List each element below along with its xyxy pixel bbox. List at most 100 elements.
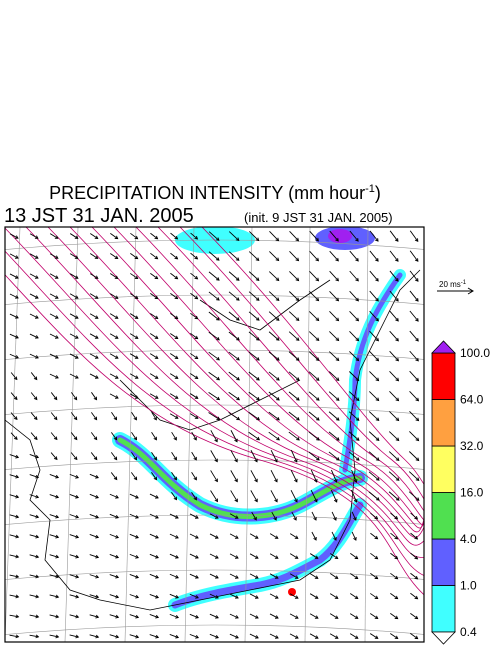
wind-arrow-head [375,357,380,362]
wind-arrow-head [93,396,98,401]
wind-arrow-head [35,335,39,339]
wind-arrow-head [94,295,99,299]
wind-arrow-head [154,355,159,359]
isobar [157,227,424,512]
wind-arrow [249,613,259,619]
wind-arrow-head [54,255,59,259]
wind-arrow [331,531,337,541]
wind-arrow [289,553,299,559]
wind-arrow [309,593,319,599]
wind-arrow [289,573,299,579]
wind-arrow-head [336,457,340,461]
wind-arrow-head [75,554,80,559]
wind-arrow-head [234,535,239,539]
wind-arrow-head [255,337,260,341]
wind-arrow [270,470,278,482]
wind-arrow-head [334,555,339,560]
wind-arrow [69,634,79,638]
wind-arrow [9,293,19,299]
wind-arrow [269,231,279,241]
wind-arrow [190,232,198,240]
wind-arrow [249,533,259,539]
colorbar-label: 1.0 [460,579,477,593]
wind-arrow [351,511,357,521]
wind-arrow [109,493,119,499]
wind-arrow-head [74,315,79,319]
wind-arrow-head [115,554,120,559]
wind-arrow-head [353,498,358,503]
wind-arrow [89,534,99,538]
wind-arrow-head [414,258,419,262]
wind-arrow-head [355,317,360,322]
wind-arrow-head [234,438,238,443]
wind-arrow-head [315,317,320,322]
wind-arrow [209,633,219,639]
wind-arrow-head [253,516,257,521]
wind-arrow-head [55,614,60,619]
wind-arrow [169,533,179,539]
wind-arrow-head [93,456,98,461]
wind-arrow [410,612,418,620]
wind-arrow [189,393,199,399]
colorbar-band [431,445,456,493]
wind-arrow [348,431,360,441]
wind-arrow-head [215,595,219,599]
wind-arrow [210,450,218,462]
wind-arrow [329,613,339,619]
wind-arrow-head [94,375,99,379]
wind-arrow-head [194,515,199,519]
wind-arrow-head [276,416,280,421]
wind-arrow-head [375,337,380,342]
wind-arrow [328,371,340,381]
wind-arrow [29,474,39,478]
wind-arrow [248,431,260,441]
wind-arrow [329,311,339,321]
wind-arrow [268,291,280,301]
wind-arrow-head [95,594,100,599]
wind-arrow-head [255,615,259,619]
wind-arrow [131,452,137,460]
wind-arrow [228,251,240,261]
wind-arrow [289,291,299,301]
wind-arrow-head [334,635,339,639]
wind-arrow-head [154,335,159,339]
wind-arrow [69,273,79,279]
wind-arrow-head [215,575,219,579]
wind-arrow-head [35,494,40,499]
grid-line [425,227,426,642]
wind-arrow-head [375,297,379,302]
wind-arrow-head [93,436,98,441]
wind-arrow [109,614,119,618]
wind-arrow-head [235,257,240,261]
wind-arrow [390,592,398,600]
wind-arrow [268,271,280,281]
wind-arrow-head [316,437,320,441]
wind-arrow-head [94,315,99,319]
wind-arrow-head [193,476,197,481]
wind-arrow [288,311,300,321]
wind-arrow-head [274,555,279,559]
wind-arrow [349,270,359,282]
wind-arrow-head [296,417,300,421]
wind-arrow [9,534,19,538]
wind-arrow-head [174,415,179,419]
wind-arrow [89,594,99,598]
wind-arrow [109,634,119,638]
wind-arrow-head [335,377,340,381]
wind-arrow [151,431,157,441]
wind-arrow [149,493,159,499]
wind-arrow-head [95,614,100,619]
wind-arrow-head [173,496,178,501]
wind-arrow [9,554,19,558]
wind-arrow-head [395,457,400,461]
wind-arrow-head [194,355,199,360]
wind-arrow-head [254,498,258,503]
wind-arrow-head [55,634,60,639]
wind-arrow [49,293,59,299]
wind-arrow-head [234,478,238,483]
wind-arrow-head [294,458,298,463]
wind-scale: 20 ms-1 [439,280,467,289]
wind-arrow [248,411,260,421]
wind-arrow-head [195,615,199,619]
wind-arrow [229,533,239,539]
